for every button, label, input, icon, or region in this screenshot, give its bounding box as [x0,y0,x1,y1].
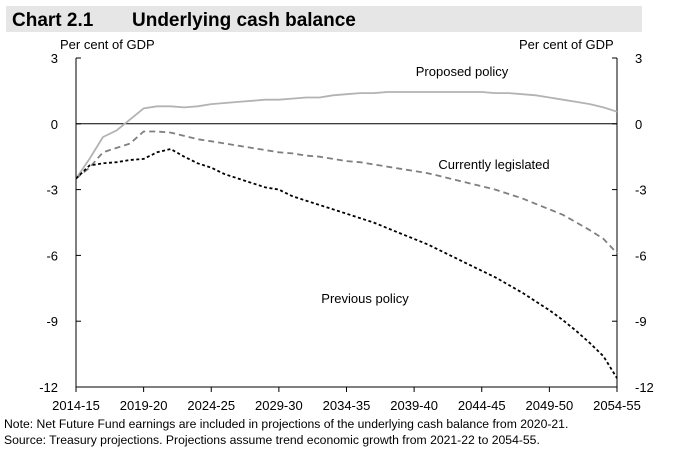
y-tick-label-right: -6 [635,248,647,263]
annotation-currently-legislated: Currently legislated [438,157,549,172]
annotation-previous-policy: Previous policy [321,291,409,306]
x-tick-label: 2054-55 [593,398,641,413]
y-tick-label-right: -3 [635,183,647,198]
x-tick-label: 2014-15 [52,398,100,413]
series-currently-legislated-line [75,130,618,254]
chart-title: Underlying cash balance [132,10,356,31]
y-tick-label-left: -9 [46,314,58,329]
y-tick-label-right: 0 [635,117,642,132]
chart-number: Chart 2.1 [12,10,94,31]
annotations-group: Proposed policy Currently legislated Previ… [321,64,549,306]
x-tick-label: 2019-20 [120,398,168,413]
y-tick-label-left: -6 [46,248,58,263]
y-axis-unit-left: Per cent of GDP [60,37,155,52]
title-bar: Chart 2.1 Underlying cash balance [6,6,642,32]
x-ticks: 2014-15 2019-20 2024-25 2029-30 2034-35 2039-… [52,387,641,413]
x-tick-label: 2044-45 [458,398,506,413]
y-tick-label-left: -12 [39,380,58,395]
x-tick-label: 2034-35 [323,398,371,413]
x-tick-label: 2049-50 [526,398,574,413]
series-group [75,91,618,379]
chart-notes: Note: Net Future Fund earnings are inclu… [4,416,568,448]
y-axis-unit-right: Per cent of GDP [519,37,614,52]
series-previous-policy-line [75,148,618,379]
y-tick-label-left: 0 [51,117,58,132]
y-tick-label-right: -12 [635,380,654,395]
annotation-proposed-policy: Proposed policy [416,64,509,79]
x-tick-label: 2039-40 [390,398,438,413]
y-tick-label-right: -9 [635,314,647,329]
x-tick-label: 2029-30 [255,398,303,413]
note-text: Note: Net Future Fund earnings are inclu… [4,417,569,431]
source-text: Source: Treasury projections. Projection… [4,433,540,447]
chart-axes [75,58,618,388]
y-tick-label-left: -3 [46,183,58,198]
x-tick-label: 2024-25 [187,398,235,413]
y-tick-label-right: 3 [635,51,642,66]
y-ticks-left: 3 0 -3 -6 -9 -12 [39,51,81,395]
y-tick-label-left: 3 [51,51,58,66]
series-proposed-policy-line [75,91,618,180]
y-ticks-right: 3 0 -3 -6 -9 -12 [612,51,654,395]
